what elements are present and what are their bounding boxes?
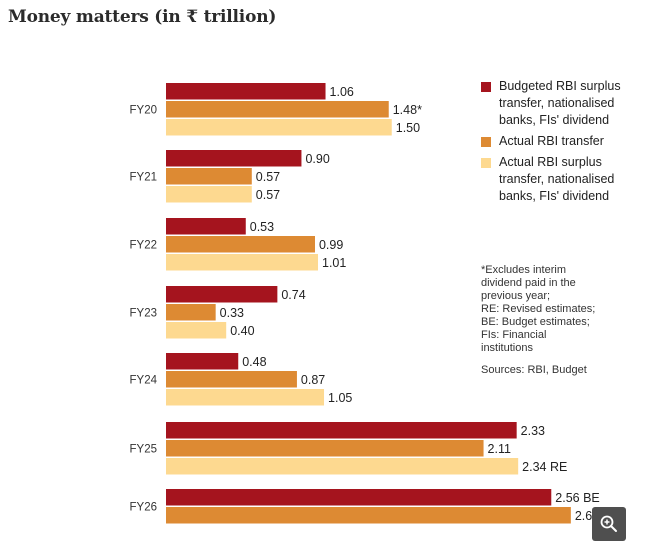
data-label: 0.90 <box>305 152 329 166</box>
legend-label-budgeted: Budgeted RBI surplus transfer, nationali… <box>499 79 621 127</box>
category-label: FY22 <box>130 239 158 251</box>
category-label: FY20 <box>130 104 158 116</box>
category-label: FY21 <box>130 171 158 183</box>
bar <box>166 236 315 253</box>
data-label: 0.33 <box>220 306 244 320</box>
data-label: 0.57 <box>256 188 280 202</box>
legend-swatch-actual-transfer <box>481 137 491 147</box>
legend-item-actual-transfer: Actual RBI transfer <box>481 133 631 150</box>
bar <box>166 389 325 406</box>
bar <box>166 218 246 235</box>
data-label: 1.05 <box>328 391 352 405</box>
legend: Budgeted RBI surplus transfer, nationali… <box>481 78 631 209</box>
legend-label-actual-surplus: Actual RBI surplus transfer, nationalise… <box>499 155 615 203</box>
bar <box>166 150 302 167</box>
bar <box>166 440 484 457</box>
data-label: 0.53 <box>250 220 274 234</box>
data-label: 2.33 <box>521 424 545 438</box>
footnote-line: RE: Revised estimates; <box>481 303 596 315</box>
legend-swatch-actual-surplus <box>481 158 491 168</box>
data-label: 1.01 <box>322 256 346 270</box>
data-label: 0.57 <box>256 170 280 184</box>
legend-item-actual-surplus: Actual RBI surplus transfer, nationalise… <box>481 154 631 205</box>
bar <box>166 353 239 370</box>
bar <box>166 304 216 321</box>
data-label: 1.48* <box>393 103 422 117</box>
footnote-line: *Excludes interim <box>481 264 566 276</box>
chart-title: Money matters (in ₹ trillion) <box>8 7 277 27</box>
data-label: 0.48 <box>242 355 266 369</box>
legend-item-budgeted: Budgeted RBI surplus transfer, nationali… <box>481 78 631 129</box>
footnote-line: BE: Budget estimates; <box>481 316 590 328</box>
category-label: FY25 <box>130 443 158 455</box>
bar <box>166 371 297 388</box>
category-label: FY23 <box>130 307 158 319</box>
bar <box>166 322 227 339</box>
bar <box>166 168 252 185</box>
bar <box>166 489 552 506</box>
bar <box>166 507 571 524</box>
category-label: FY26 <box>130 501 158 513</box>
footnote-line: institutions <box>481 342 533 354</box>
bar <box>166 119 392 136</box>
footnote-line: previous year; <box>481 290 551 302</box>
bar <box>166 83 326 100</box>
data-label: 0.87 <box>301 373 325 387</box>
data-label: 2.56 BE <box>555 491 599 505</box>
data-label: 1.06 <box>330 85 354 99</box>
data-label: 2.34 RE <box>522 460 567 474</box>
data-label: 1.50 <box>396 121 420 135</box>
bar <box>166 101 389 118</box>
data-label: 2.11 <box>488 442 511 456</box>
bar <box>166 422 517 439</box>
data-label: 0.74 <box>281 288 305 302</box>
data-label: 0.40 <box>230 324 254 338</box>
bar <box>166 254 319 271</box>
zoom-in-icon <box>600 515 617 532</box>
data-label: 0.99 <box>319 238 343 252</box>
footnote-line: dividend paid in the <box>481 277 576 289</box>
legend-label-actual-transfer: Actual RBI transfer <box>499 134 604 148</box>
bar <box>166 286 278 303</box>
bar <box>166 186 252 203</box>
sources: Sources: RBI, Budget <box>481 364 587 376</box>
footnote-line: FIs: Financial <box>481 329 547 341</box>
zoom-button[interactable] <box>592 507 626 541</box>
bar <box>166 458 519 475</box>
footnotes: *Excludes interim dividend paid in the p… <box>481 264 621 355</box>
legend-swatch-budgeted <box>481 82 491 92</box>
category-label: FY24 <box>130 374 158 386</box>
